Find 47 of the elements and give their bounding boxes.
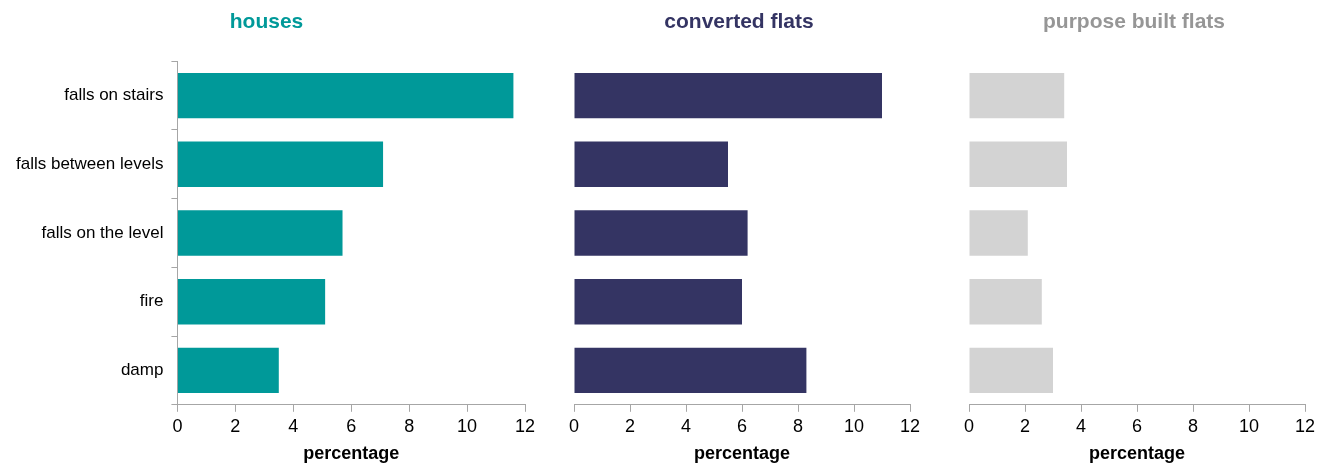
x-tick-label: 0	[172, 415, 183, 436]
bar	[177, 72, 514, 119]
x-tick-label: 0	[963, 415, 975, 436]
x-tick-label: 2	[230, 415, 241, 436]
x-tick-label: 0	[568, 415, 580, 436]
bar	[177, 141, 384, 187]
bar	[969, 141, 1067, 187]
y-tick-label: falls between levels	[15, 153, 164, 173]
x-tick-label: 10	[843, 415, 865, 436]
x-tick-label: 4	[1075, 415, 1087, 436]
chart-title: houses	[229, 9, 304, 33]
bar	[177, 279, 326, 325]
bar	[969, 279, 1042, 325]
y-tick-label: falls on stairs	[64, 85, 164, 105]
bar	[969, 210, 1028, 256]
bar	[969, 347, 1053, 394]
x-tick-label: 6	[736, 415, 748, 436]
bar	[574, 279, 742, 325]
x-tick-label: 2	[1019, 415, 1031, 436]
bar	[574, 347, 807, 394]
x-tick-label: 12	[1294, 415, 1316, 436]
bar	[177, 210, 343, 256]
x-tick-label: 8	[404, 415, 415, 436]
bar	[177, 347, 279, 394]
x-tick-label: 8	[792, 415, 804, 436]
y-tick-label: damp	[120, 360, 164, 380]
x-tick-label: 10	[1238, 415, 1260, 436]
x-tick-label: 10	[457, 415, 478, 436]
y-tick-label: falls on the level	[41, 222, 164, 242]
bar	[574, 141, 728, 187]
x-tick-label: 4	[680, 415, 692, 436]
bar	[574, 72, 882, 119]
x-axis-title: percentage	[1088, 443, 1186, 464]
bar	[574, 210, 748, 256]
x-tick-label: 4	[288, 415, 299, 436]
x-tick-label: 6	[1131, 415, 1143, 436]
bar	[969, 72, 1065, 119]
x-axis-title: percentage	[303, 443, 400, 464]
x-axis-title: percentage	[693, 443, 791, 464]
x-tick-label: 2	[624, 415, 636, 436]
chart-title: purpose built flats	[1042, 9, 1226, 33]
x-tick-label: 12	[514, 415, 536, 436]
y-tick-label: fire	[139, 291, 164, 311]
x-tick-label: 8	[1187, 415, 1199, 436]
x-tick-label: 6	[346, 415, 357, 436]
x-tick-label: 12	[899, 415, 921, 436]
chart-title: converted flats	[664, 9, 814, 33]
